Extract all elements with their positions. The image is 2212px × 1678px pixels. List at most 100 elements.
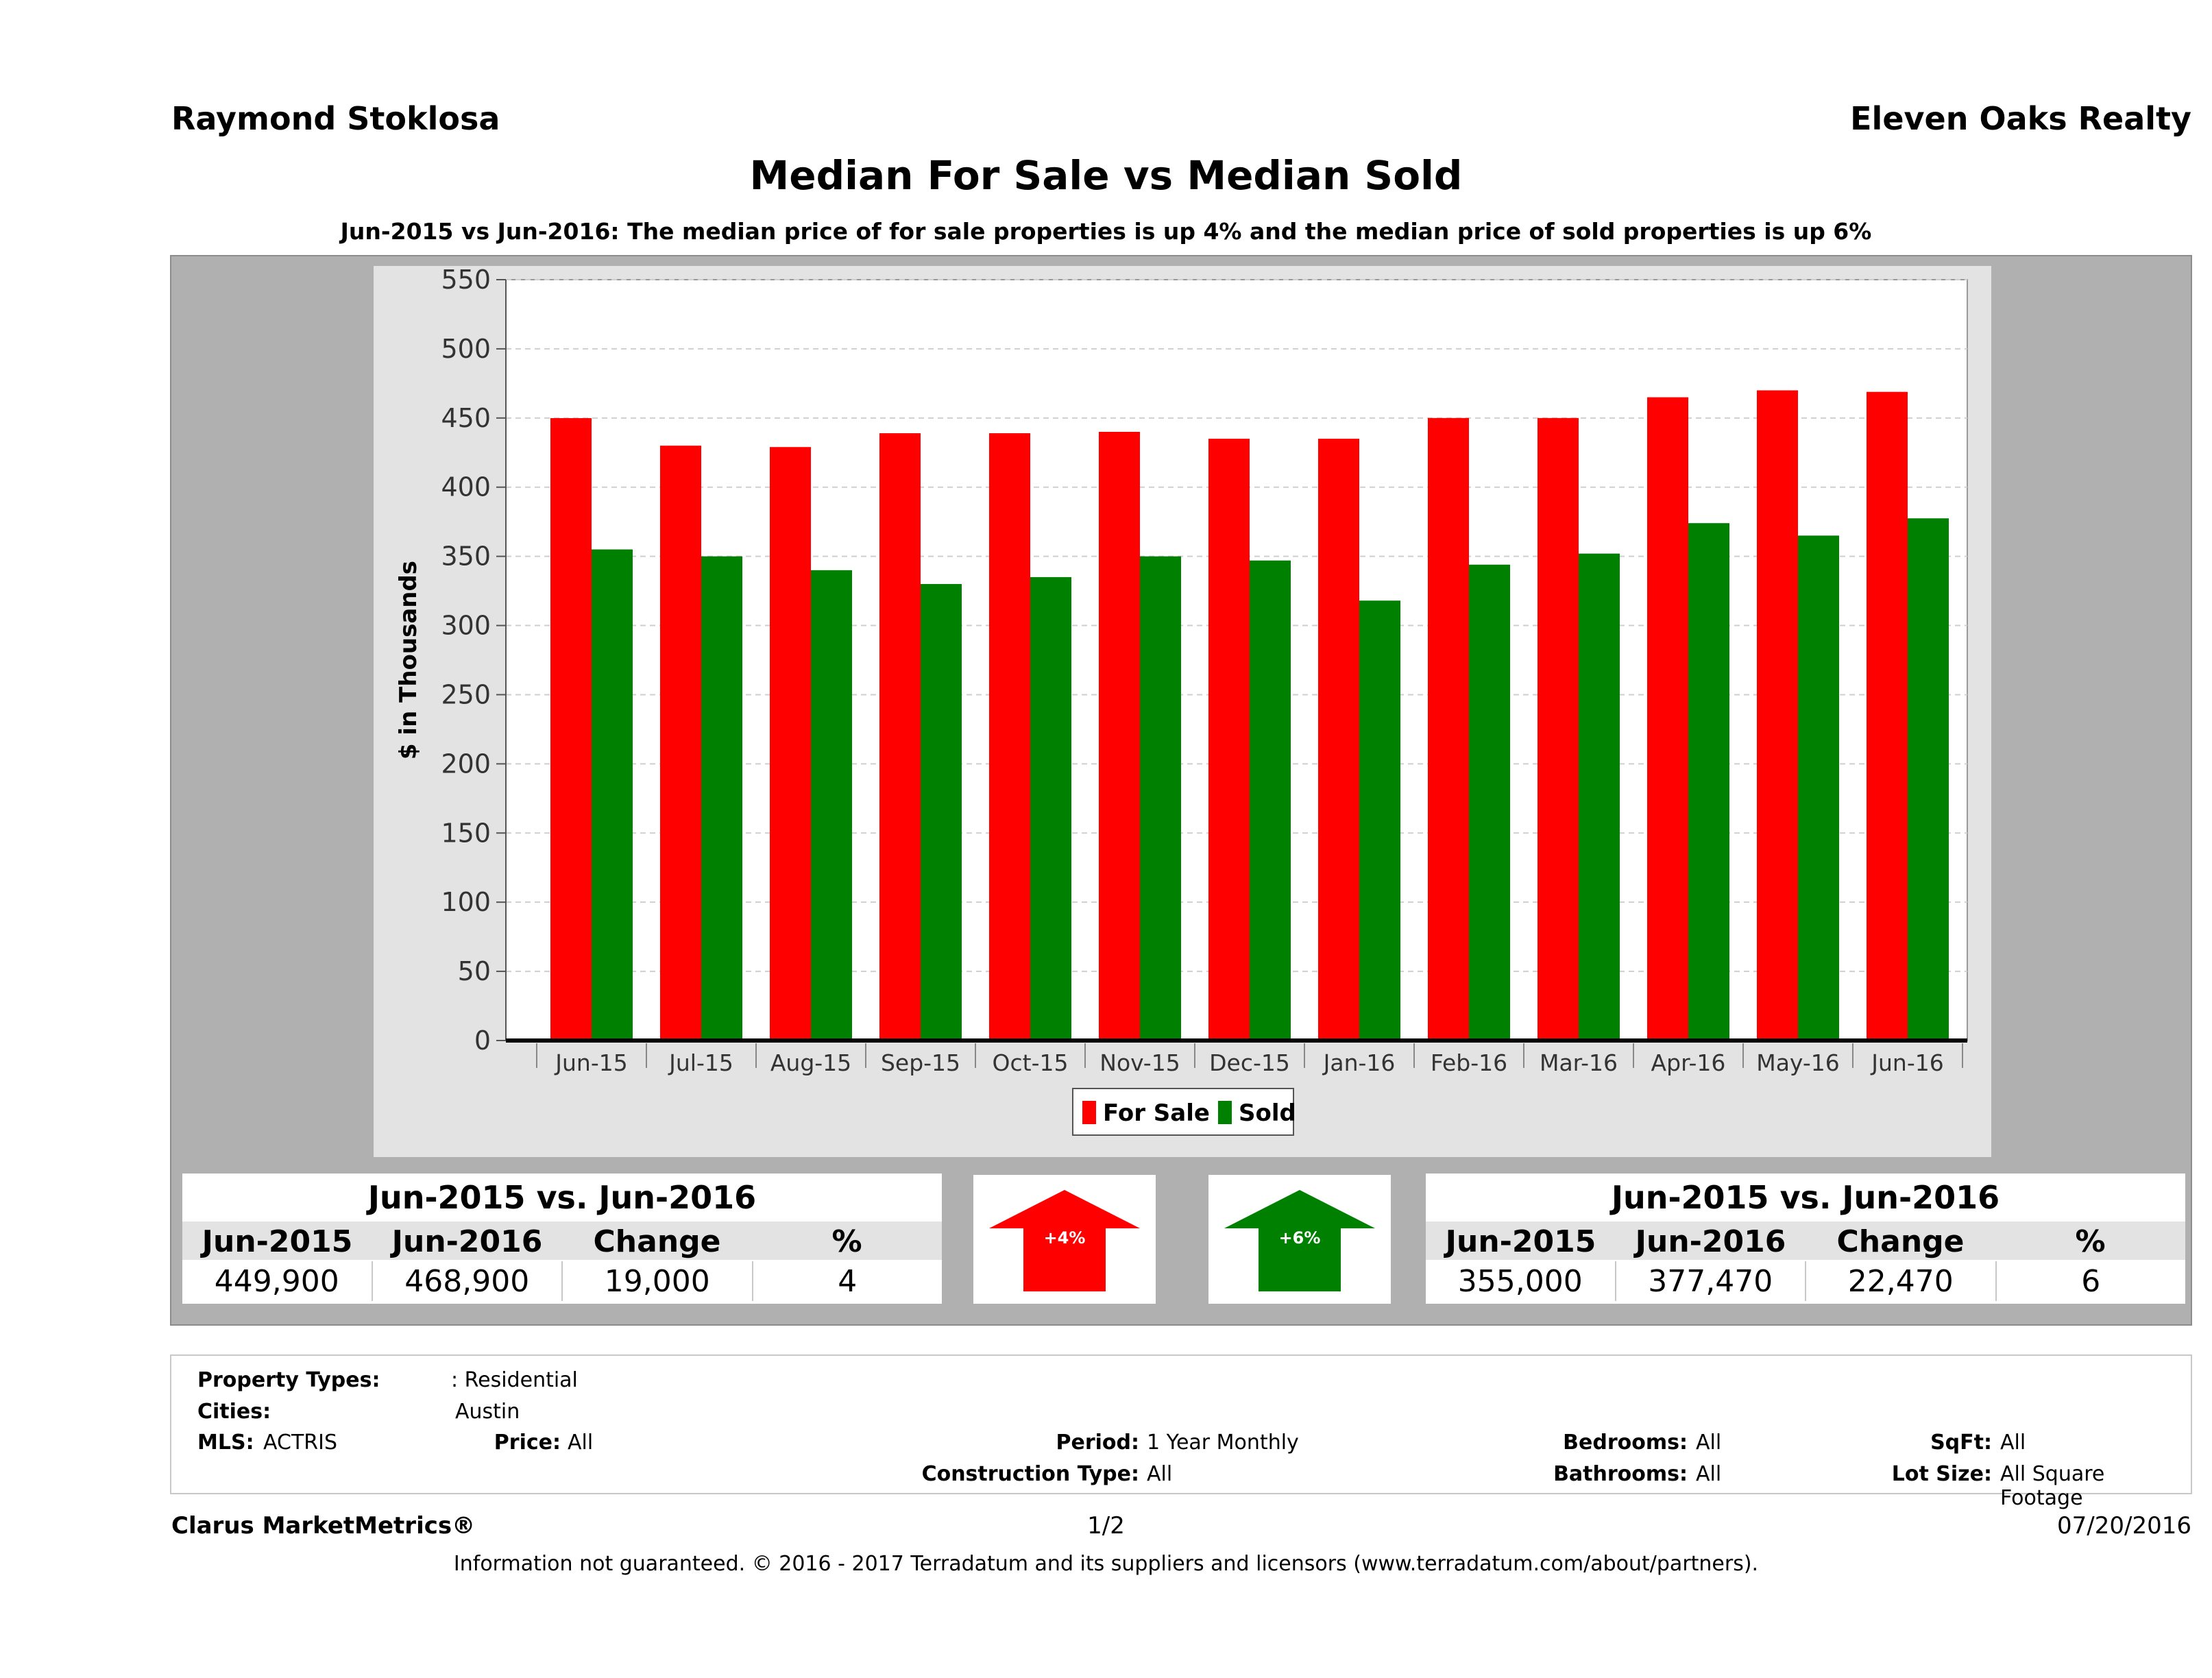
for-sale-bar bbox=[770, 447, 811, 1041]
y-tick-label: 400 bbox=[441, 472, 491, 502]
company-name: Eleven Oaks Realty bbox=[1850, 100, 2191, 137]
y-tick-label: 350 bbox=[441, 542, 491, 572]
sold-stats-columns: Jun-2015 Jun-2016 Change % bbox=[1426, 1221, 2185, 1260]
for-sale-bar bbox=[879, 433, 921, 1041]
sold-bar bbox=[1359, 600, 1400, 1041]
sqft-label: SqFt: bbox=[1930, 1431, 1992, 1455]
legend bbox=[1072, 1088, 1294, 1136]
x-tick-label: Jun-16 bbox=[1870, 1049, 1943, 1076]
sold-col-end: Jun-2016 bbox=[1635, 1224, 1786, 1259]
sold-col-percent: % bbox=[2075, 1224, 2106, 1259]
brand-name: Clarus MarketMetrics® bbox=[171, 1512, 476, 1540]
sold-bar bbox=[1469, 564, 1510, 1041]
bathrooms-value: All bbox=[1696, 1462, 1722, 1486]
agent-name: Raymond Stoklosa bbox=[171, 100, 500, 137]
for-sale-bar bbox=[660, 446, 701, 1041]
x-tick-label: Oct-15 bbox=[993, 1049, 1069, 1076]
page-number: 1/2 bbox=[1087, 1512, 1125, 1540]
sold-val-change: 22,470 bbox=[1805, 1261, 1995, 1301]
x-tick-label: Mar-16 bbox=[1540, 1049, 1618, 1076]
for-sale-val-end: 468,900 bbox=[371, 1261, 562, 1301]
for-sale-stats-heading: Jun-2015 vs. Jun-2016 bbox=[367, 1179, 757, 1216]
sold-up-arrow-icon: +6% bbox=[1224, 1190, 1375, 1291]
sqft-value: All bbox=[2000, 1431, 2026, 1455]
bar-chart: 0 50 100 150 200 250 300 350 400 450 500 550 $ in Th… bbox=[395, 266, 1968, 1136]
lot-size-label: Lot Size: bbox=[1891, 1462, 1992, 1486]
x-tick-label: May-16 bbox=[1756, 1049, 1840, 1076]
construction-type-value: All bbox=[1147, 1462, 1173, 1486]
sold-bar bbox=[921, 584, 962, 1041]
y-tick-label: 50 bbox=[458, 956, 491, 986]
y-tick-label: 450 bbox=[441, 403, 491, 433]
y-tick-label: 250 bbox=[441, 679, 491, 709]
for-sale-up-arrow-icon: +4% bbox=[989, 1190, 1140, 1291]
for-sale-stats-box: Jun-2015 vs. Jun-2016 Jun-2015 Jun-2016 … bbox=[182, 1174, 942, 1304]
sold-bar bbox=[1798, 535, 1839, 1041]
for-sale-arrow-box: +4% bbox=[973, 1175, 1156, 1304]
period-label: Period: bbox=[1056, 1431, 1140, 1455]
y-tick-label: 0 bbox=[474, 1025, 491, 1056]
property-types-label: Property Types: bbox=[197, 1368, 380, 1392]
for-sale-val-percent: 4 bbox=[751, 1261, 943, 1301]
x-tick-label: Nov-15 bbox=[1099, 1049, 1180, 1076]
lot-size-value: All Square Footage bbox=[2000, 1462, 2105, 1510]
y-tick-label: 300 bbox=[441, 611, 491, 641]
sold-arrow-box: +6% bbox=[1208, 1175, 1391, 1304]
for-sale-legend-label: For Sale bbox=[1103, 1099, 1210, 1127]
for-sale-val-start: 449,900 bbox=[214, 1264, 339, 1299]
for-sale-bar bbox=[1867, 391, 1908, 1041]
sold-col-change: Change bbox=[1836, 1224, 1965, 1259]
for-sale-col-start: Jun-2015 bbox=[202, 1224, 353, 1259]
price-value: All bbox=[568, 1431, 594, 1455]
for-sale-bar bbox=[1318, 439, 1359, 1041]
x-tick-label: Jul-15 bbox=[668, 1049, 733, 1076]
sold-stats-box: Jun-2015 vs. Jun-2016 Jun-2015 Jun-2016 … bbox=[1426, 1174, 2185, 1304]
for-sale-stats-values: 449,900 468,900 19,000 4 bbox=[182, 1261, 942, 1301]
sold-bar bbox=[592, 549, 633, 1041]
for-sale-col-percent: % bbox=[831, 1224, 862, 1259]
x-tick-label: Jan-16 bbox=[1322, 1049, 1396, 1076]
x-tick-label: Jun-15 bbox=[554, 1049, 627, 1076]
sold-bar bbox=[1030, 576, 1071, 1041]
x-tick-label: Feb-16 bbox=[1431, 1049, 1507, 1076]
for-sale-bar bbox=[1538, 417, 1579, 1041]
for-sale-arrow-label: +4% bbox=[1044, 1228, 1086, 1248]
x-tick-label: Apr-16 bbox=[1651, 1049, 1726, 1076]
bedrooms-value: All bbox=[1696, 1431, 1722, 1455]
x-tick-label: Sep-15 bbox=[881, 1049, 960, 1076]
for-sale-col-end: Jun-2016 bbox=[391, 1224, 543, 1259]
for-sale-val-change: 19,000 bbox=[561, 1261, 752, 1301]
report-date: 07/20/2016 bbox=[2057, 1512, 2191, 1540]
x-tick-label: Dec-15 bbox=[1209, 1049, 1290, 1076]
sold-legend-swatch bbox=[1218, 1101, 1232, 1124]
y-tick-label: 100 bbox=[441, 887, 491, 917]
property-types-value: : Residential bbox=[451, 1368, 578, 1392]
y-tick-label: 150 bbox=[441, 818, 491, 848]
sold-stats-values: 355,000 377,470 22,470 6 bbox=[1426, 1261, 2185, 1301]
sold-bar bbox=[811, 570, 852, 1041]
for-sale-stats-columns: Jun-2015 Jun-2016 Change % bbox=[182, 1221, 942, 1260]
for-sale-bar bbox=[1428, 417, 1469, 1041]
bathrooms-label: Bathrooms: bbox=[1553, 1462, 1688, 1486]
sold-legend-label: Sold bbox=[1239, 1099, 1296, 1127]
mls-label: MLS: bbox=[197, 1431, 254, 1455]
report-title: Median For Sale vs Median Sold bbox=[749, 152, 1463, 199]
sold-bar bbox=[1140, 556, 1181, 1041]
sold-bar bbox=[1250, 560, 1291, 1041]
construction-type-label: Construction Type: bbox=[921, 1462, 1139, 1486]
sold-bar bbox=[1579, 553, 1620, 1041]
chart-panel: 0 50 100 150 200 250 300 350 400 450 500 550 $ in Th… bbox=[374, 266, 1991, 1157]
bedrooms-label: Bedrooms: bbox=[1563, 1431, 1688, 1455]
sold-bar bbox=[1908, 518, 1949, 1041]
y-axis-title: $ in Thousands bbox=[395, 561, 422, 759]
for-sale-col-change: Change bbox=[593, 1224, 721, 1259]
cities-label: Cities: bbox=[197, 1400, 271, 1424]
sold-val-end: 377,470 bbox=[1614, 1261, 1806, 1301]
mls-value: ACTRIS bbox=[263, 1431, 338, 1455]
sold-val-percent: 6 bbox=[1995, 1261, 2186, 1301]
y-tick-label: 550 bbox=[441, 266, 491, 295]
sold-bar bbox=[1688, 523, 1729, 1041]
price-label: Price: bbox=[494, 1431, 561, 1455]
period-value: 1 Year Monthly bbox=[1147, 1431, 1299, 1455]
sold-arrow-label: +6% bbox=[1279, 1228, 1321, 1248]
